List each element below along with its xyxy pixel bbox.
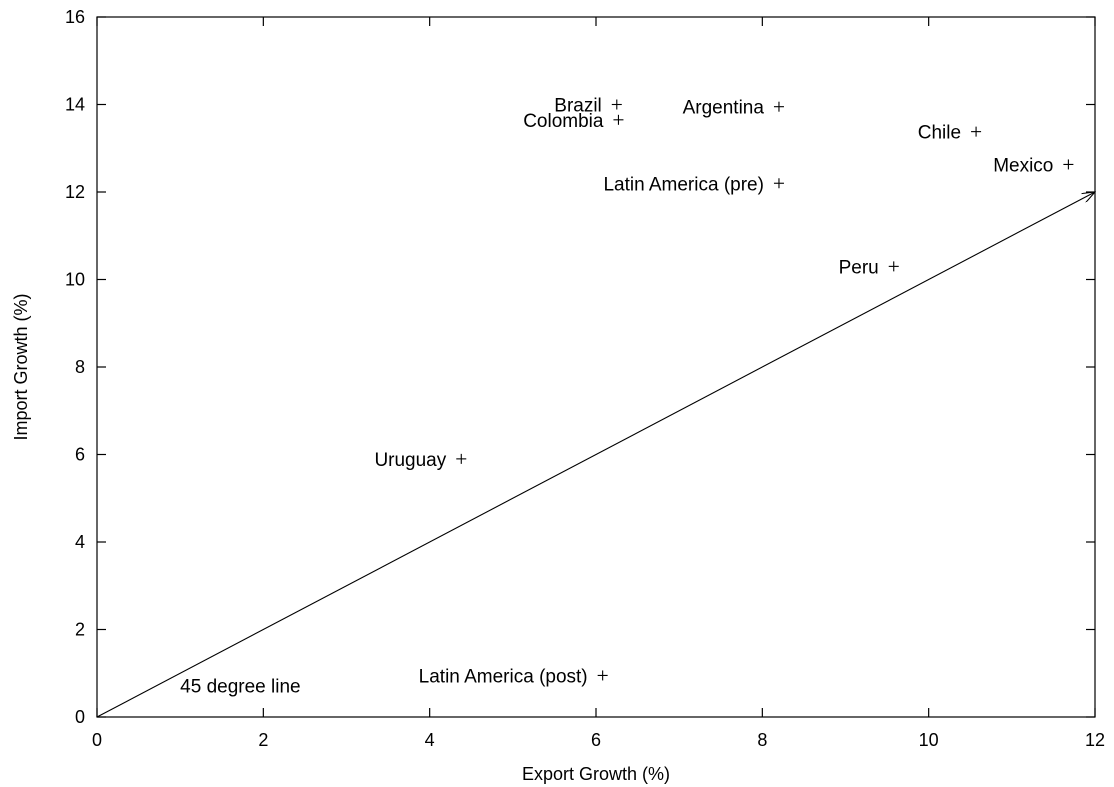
y-tick-label: 16 <box>65 7 85 27</box>
x-axis-label: Export Growth (%) <box>522 764 670 784</box>
y-axis-label: Import Growth (%) <box>11 293 31 440</box>
data-point: Chile <box>918 123 981 144</box>
data-point: Uruguay <box>374 450 466 471</box>
x-tick-label: 6 <box>591 730 601 750</box>
data-point: Peru <box>839 257 899 278</box>
x-tick-label: 10 <box>919 730 939 750</box>
y-tick-label: 10 <box>65 270 85 290</box>
data-point: Latin America (post) <box>419 666 608 687</box>
y-tick-label: 2 <box>75 620 85 640</box>
y-tick-label: 6 <box>75 445 85 465</box>
x-tick-label: 12 <box>1085 730 1105 750</box>
x-tick-label: 0 <box>92 730 102 750</box>
y-tick-label: 8 <box>75 357 85 377</box>
data-point: Mexico <box>993 155 1073 176</box>
point-label: Latin America (post) <box>419 666 588 687</box>
point-label: Mexico <box>993 155 1053 176</box>
y-tick-label: 12 <box>65 182 85 202</box>
data-point: Argentina <box>683 98 784 119</box>
reference-line <box>97 192 1095 717</box>
x-tick-label: 8 <box>757 730 767 750</box>
point-label: Argentina <box>683 98 765 119</box>
data-point: Colombia <box>523 111 623 132</box>
point-label: Uruguay <box>374 450 446 471</box>
x-tick-label: 4 <box>425 730 435 750</box>
point-label: Chile <box>918 123 961 144</box>
x-tick-label: 2 <box>258 730 268 750</box>
point-label: Latin America (pre) <box>603 174 764 195</box>
reference-line-label: 45 degree line <box>180 676 300 697</box>
point-label: Colombia <box>523 111 604 132</box>
data-point: Latin America (pre) <box>603 174 784 195</box>
point-label: Peru <box>839 257 879 278</box>
data-points: BrazilColombiaArgentinaChileMexicoLatin … <box>374 96 1073 688</box>
y-tick-label: 4 <box>75 532 85 552</box>
y-tick-label: 14 <box>65 95 85 115</box>
y-tick-label: 0 <box>75 707 85 727</box>
